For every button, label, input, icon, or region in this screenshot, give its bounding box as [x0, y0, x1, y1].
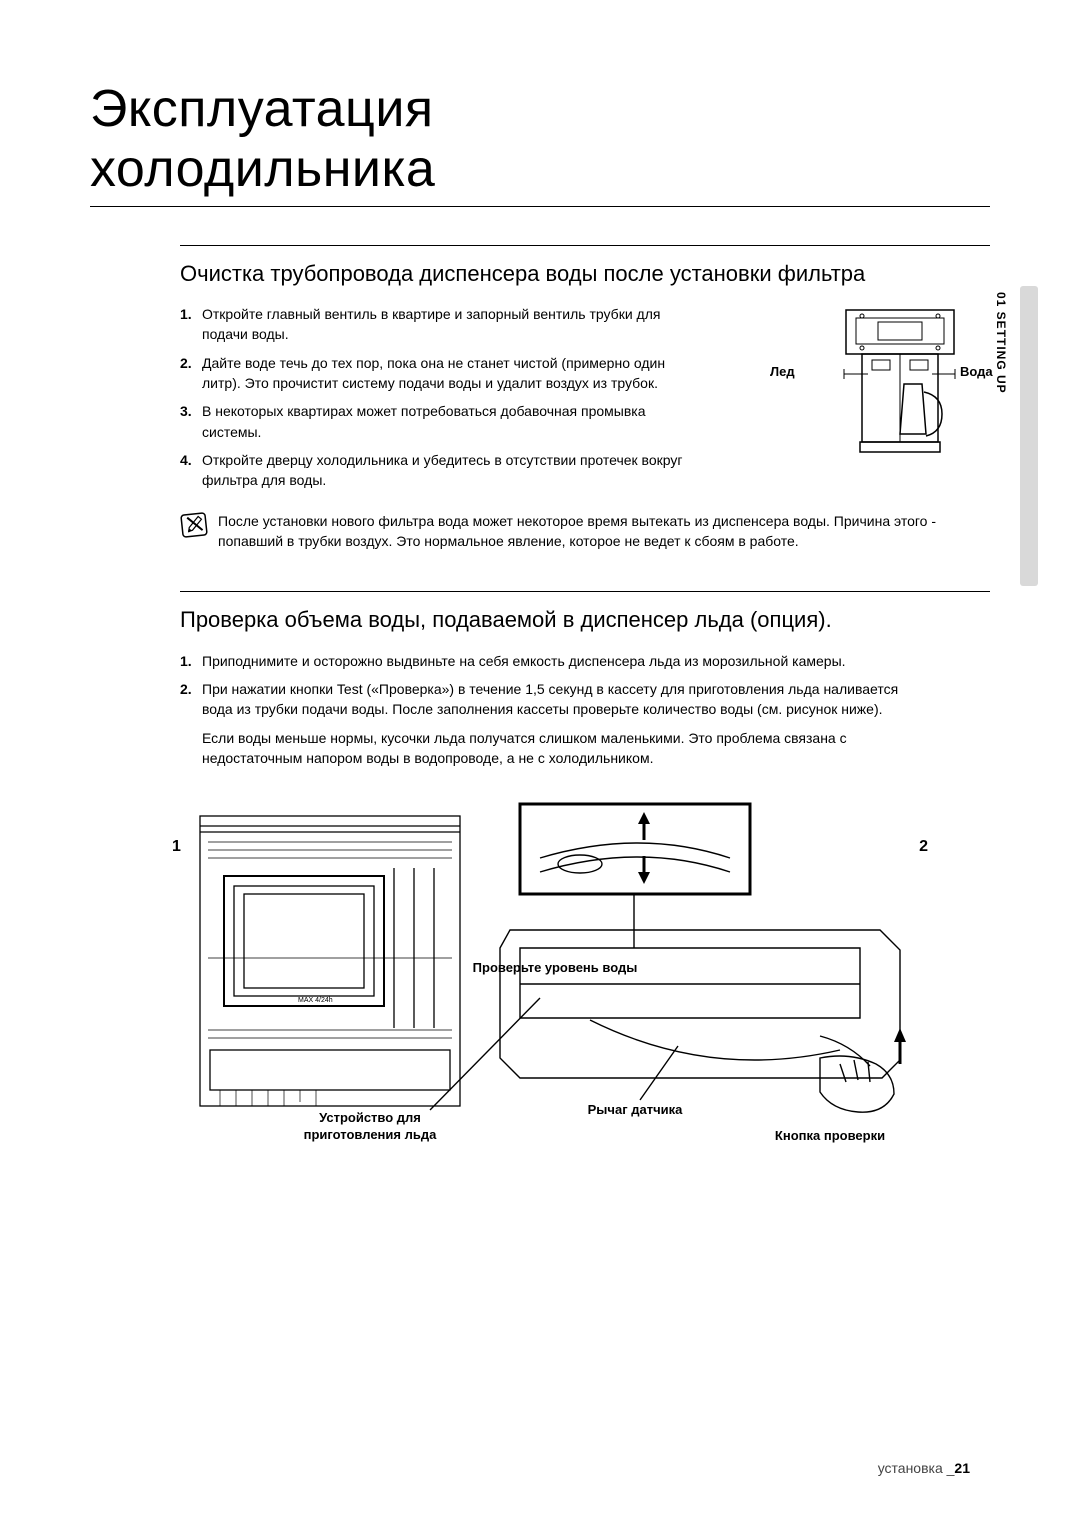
step-text: В некоторых квартирах может потребоватьс…	[202, 401, 700, 442]
svg-text:MAX 4/24h: MAX 4/24h	[298, 997, 333, 1004]
footer-section: установка _	[878, 1460, 955, 1476]
section1-steps: 1. Откройте главный вентиль в квартире и…	[180, 304, 990, 490]
list-item: 1. Приподнимите и осторожно выдвиньте на…	[180, 651, 920, 671]
page-footer: установка _21	[878, 1460, 970, 1476]
section2-extra: Если воды меньше нормы, кусочки льда пол…	[202, 728, 942, 769]
step-number: 4.	[180, 450, 202, 491]
step-number: 1.	[180, 651, 202, 671]
diagram-num-2: 2	[919, 838, 928, 856]
diagram-label-water: Вода	[960, 364, 993, 381]
list-item: 1. Откройте главный вентиль в квартире и…	[180, 304, 700, 345]
title-line-1: Эксплуатация	[90, 80, 434, 138]
label-check-level: Проверьте уровень воды	[470, 960, 640, 977]
page-title: Эксплуатация холодильника	[90, 80, 990, 207]
label-sensor-arm: Рычаг датчика	[560, 1102, 710, 1119]
list-item: 2. При нажатии кнопки Test («Проверка») …	[180, 679, 920, 720]
step-number: 1.	[180, 304, 202, 345]
step-number: 2.	[180, 679, 202, 720]
label-ice-device: Устройство для приготовления льда	[280, 1110, 460, 1144]
step-text: Приподнимите и осторожно выдвиньте на се…	[202, 651, 920, 671]
dispenser-diagram: Лед Вода	[800, 304, 1000, 474]
step-text: Откройте дверцу холодильника и убедитесь…	[202, 450, 700, 491]
side-tab-bar	[1020, 286, 1038, 586]
step-text: Откройте главный вентиль в квартире и за…	[202, 304, 700, 345]
step-text: Дайте воде течь до тех пор, пока она не …	[202, 353, 700, 394]
ice-maker-diagram: 1 2	[180, 798, 920, 1178]
step-text: При нажатии кнопки Test («Проверка») в т…	[202, 679, 920, 720]
note-text: После установки нового фильтра вода може…	[218, 511, 990, 552]
diagram-num-1: 1	[172, 838, 181, 856]
section2-heading: Проверка объема воды, подаваемой в диспе…	[180, 606, 990, 635]
note-icon	[180, 511, 208, 539]
section-divider	[180, 591, 990, 592]
label-test-button: Кнопка проверки	[750, 1128, 910, 1145]
step-number: 3.	[180, 401, 202, 442]
step-number: 2.	[180, 353, 202, 394]
title-line-2: холодильника	[90, 140, 435, 198]
list-item: 4. Откройте дверцу холодильника и убедит…	[180, 450, 700, 491]
note-block: После установки нового фильтра вода може…	[180, 511, 990, 552]
list-item: 2. Дайте воде течь до тех пор, пока она …	[180, 353, 700, 394]
diagram-label-ice: Лед	[770, 364, 795, 381]
footer-page-number: 21	[954, 1460, 970, 1476]
section-divider	[180, 245, 990, 246]
list-item: 3. В некоторых квартирах может потребова…	[180, 401, 700, 442]
section1-heading: Очистка трубопровода диспенсера воды пос…	[180, 260, 990, 289]
